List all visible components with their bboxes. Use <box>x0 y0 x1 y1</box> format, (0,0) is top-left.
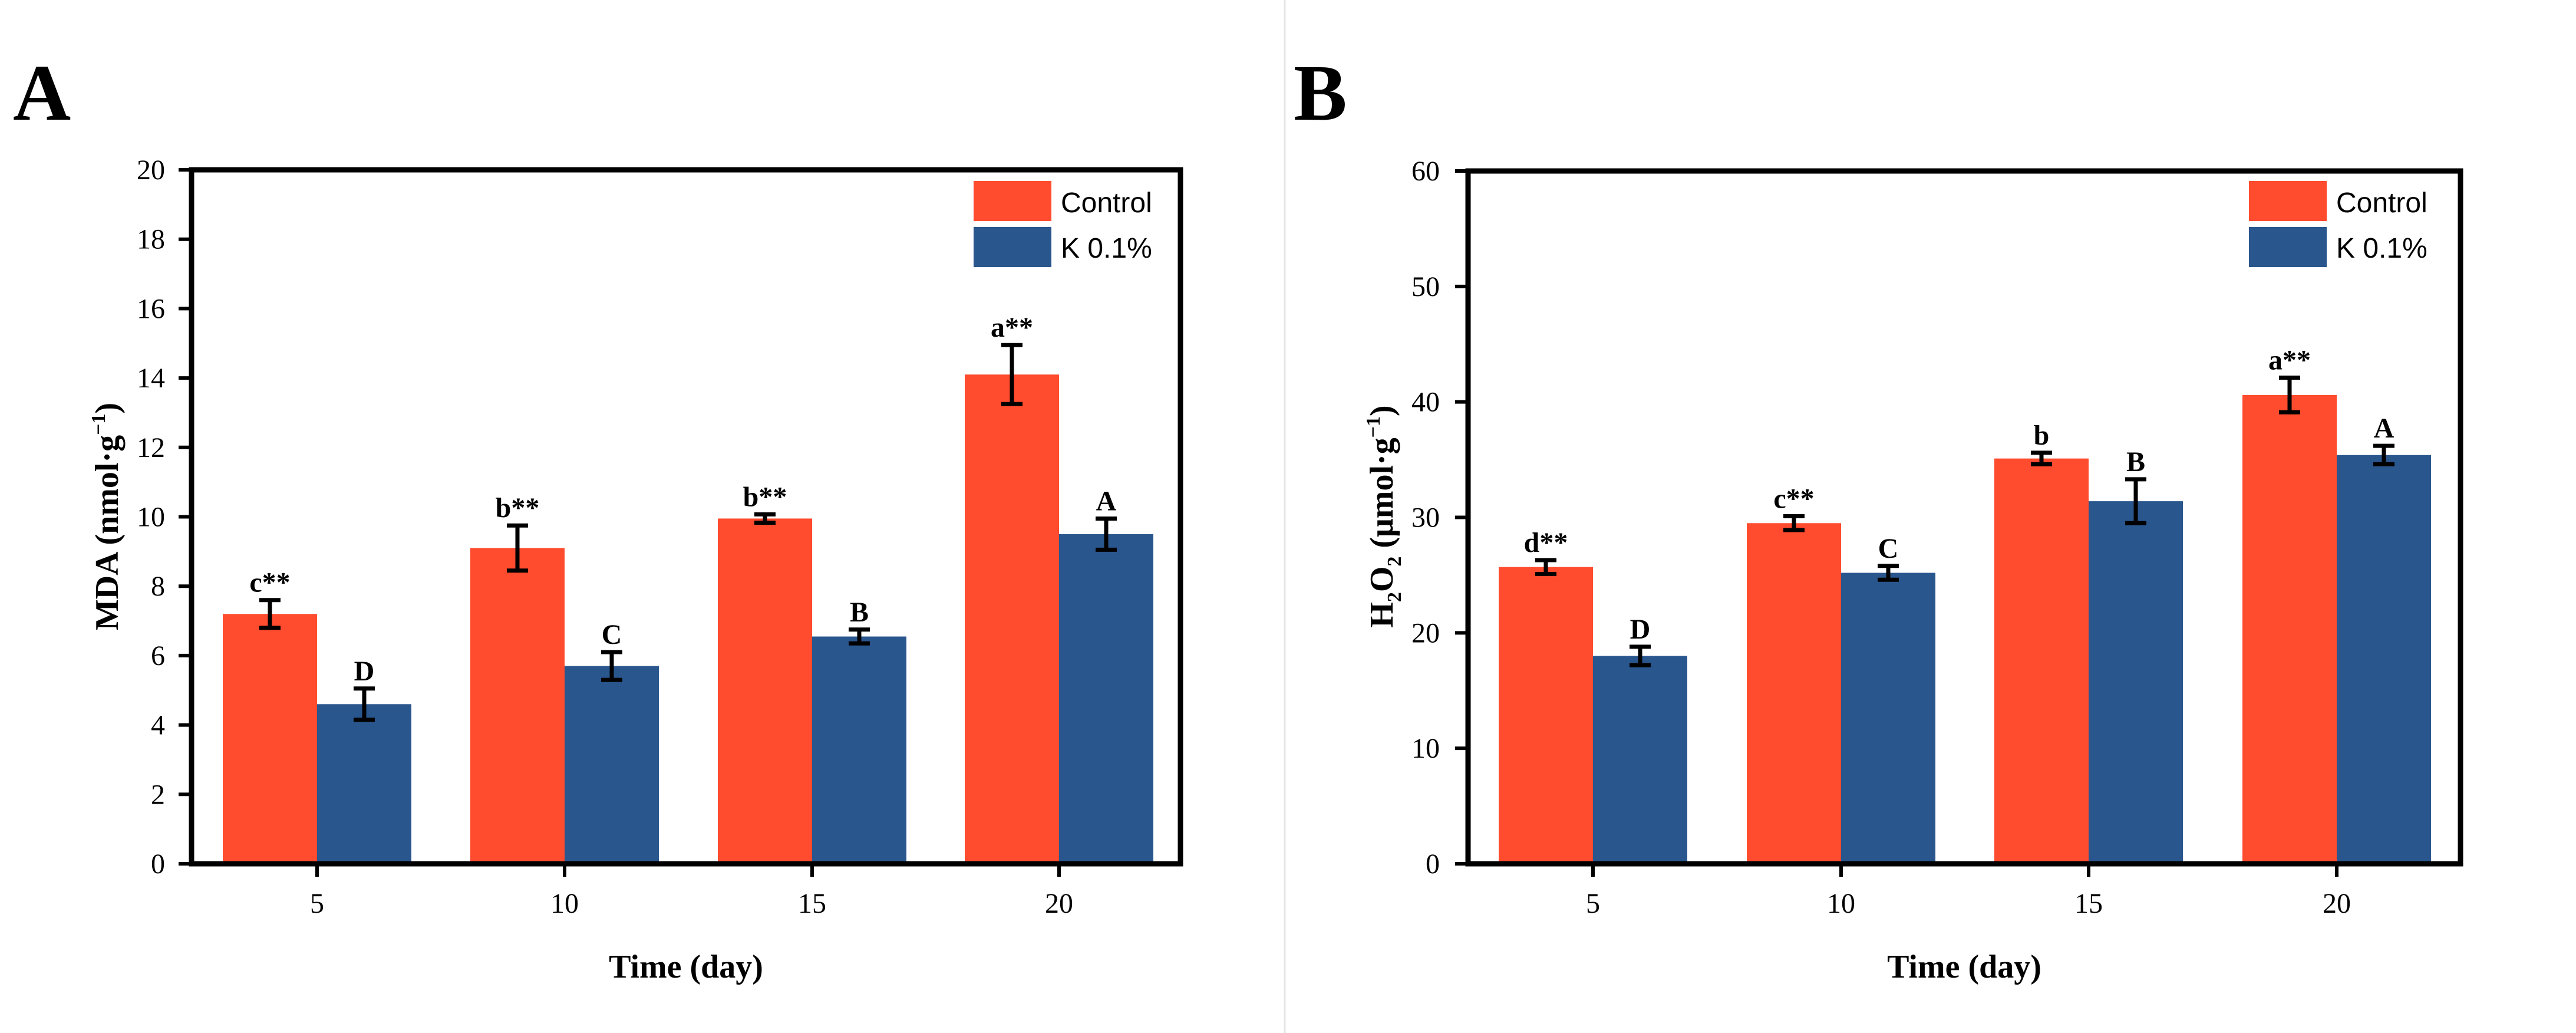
panel-a-x-ticks: 5 10 15 20 <box>310 864 1073 919</box>
panel-a-sig-label-control: b** <box>496 492 540 524</box>
panel-b-sig-label-control: b <box>2034 420 2050 451</box>
panel-b-letter: B <box>1294 49 1347 137</box>
panel-b-legend-label-control: Control <box>2336 187 2427 219</box>
panel-b-sig-label-control: d** <box>1524 527 1568 558</box>
panel-a-y-tick-label: 10 <box>137 502 165 533</box>
panel-a-sig-label-control: c** <box>249 567 290 598</box>
panel-a-y-title-main: MDA (nmol·g <box>89 435 126 630</box>
panel-a-bar-control <box>965 374 1059 864</box>
panel-b-y-tick-label: 40 <box>1411 387 1440 418</box>
panel-b-error-bars <box>1535 376 2394 667</box>
panel-a-x-tick-label: 15 <box>798 888 826 919</box>
panel-b-x-ticks: 5 10 15 20 <box>1586 864 2351 919</box>
panel-a-bar-k <box>565 666 659 864</box>
panel-a-y-tick-label: 4 <box>151 710 165 741</box>
panel-b-bar-control <box>1994 458 2089 864</box>
panel-a-y-tick-label: 8 <box>151 571 165 602</box>
panel-a-y-tick-label: 12 <box>137 432 165 463</box>
panel-a-x-tick-label: 20 <box>1045 888 1073 919</box>
panel-b-bar-control <box>1499 567 1593 864</box>
panel-a-legend: Control K 0.1% <box>974 181 1152 267</box>
panel-b-x-axis-title: Time (day) <box>1887 949 2041 985</box>
panel-b-x-tick-label: 15 <box>2074 888 2103 919</box>
panel-a-legend-swatch-k <box>974 227 1051 267</box>
panel-b-y-title-sub2: 2 <box>1384 557 1406 567</box>
panel-a-x-tick-label: 5 <box>310 888 324 919</box>
panel-b-y-title-end: ) <box>1364 405 1400 416</box>
panel-a-x-axis-title: Time (day) <box>609 949 763 985</box>
panel-b-y-title-unit: (μmol·g <box>1364 437 1400 556</box>
panel-a-y-tick-label: 20 <box>137 154 165 186</box>
panel-b-legend-swatch-k <box>2249 227 2327 267</box>
panel-b-bar-k <box>2337 455 2431 864</box>
panel-b-sig-label-k: A <box>2374 413 2394 444</box>
panel-b-sig-label-control: c** <box>1773 483 1814 515</box>
panel-a-bar-control <box>223 614 317 864</box>
panel-a-plot-frame <box>189 167 1183 867</box>
panel-b-sig-label-k: C <box>1878 533 1899 564</box>
panel-a-letter: A <box>13 49 71 137</box>
panel-b-legend-label-k: K 0.1% <box>2336 233 2427 264</box>
panel-a-y-tick-label: 2 <box>151 779 165 810</box>
panel-b-legend-swatch-control <box>2249 181 2327 221</box>
panel-a-sig-label-k: C <box>602 619 622 650</box>
panel-a-y-tick-label: 18 <box>137 224 165 255</box>
panel-a-y-tick-label: 14 <box>137 363 165 394</box>
panel-a-sig-label-k: D <box>354 656 375 687</box>
panel-b-y-tick-label: 50 <box>1411 271 1440 302</box>
panel-a-bar-k <box>317 704 411 864</box>
panel-a-x-tick-label: 10 <box>550 888 579 919</box>
panel-a-significance-labels: c** b** b** a** D C B A <box>249 312 1116 687</box>
panel-a-legend-swatch-control <box>974 181 1051 221</box>
panel-a-sig-label-control: b** <box>743 481 787 512</box>
panel-b-sig-label-control: a** <box>2268 345 2311 376</box>
panel-b-x-tick-label: 5 <box>1586 888 1600 919</box>
panel-b-y-tick-label: 60 <box>1411 156 1440 187</box>
panel-a-y-title-sup: −1 <box>88 413 110 435</box>
panel-b-x-tick-label: 20 <box>2323 888 2351 919</box>
panel-a-bar-k <box>812 636 906 864</box>
panel-a-y-title-end: ) <box>89 403 126 414</box>
panel-b-bar-k <box>2089 501 2183 864</box>
panel-a-sig-label-control: a** <box>991 312 1033 343</box>
panel-b: B d** c** b a** D C B A 0 10 20 30 40 50 60 5 10 15 20 T… <box>1294 49 2463 985</box>
panel-b-y-tick-label: 30 <box>1411 502 1440 534</box>
panel-b-y-tick-label: 10 <box>1411 733 1440 764</box>
panel-b-x-tick-label: 10 <box>1827 888 1855 919</box>
panel-a-sig-label-k: A <box>1096 485 1117 516</box>
panel-a-y-ticks: 0 2 4 6 8 10 12 14 16 18 20 <box>137 154 192 880</box>
panel-a-bar-control <box>718 518 812 864</box>
panel-b-y-title-h: H <box>1364 602 1400 628</box>
panel-a-bar-control <box>470 548 565 864</box>
panel-a-error-bars <box>259 343 1117 722</box>
panel-b-significance-labels: d** c** b a** D C B A <box>1524 345 2394 645</box>
panel-b-plot-frame <box>1465 168 2463 867</box>
panel-b-sig-label-k: B <box>2126 446 2145 478</box>
panel-a-y-tick-label: 6 <box>151 640 165 672</box>
panel-b-bars <box>1499 394 2431 864</box>
panel-b-y-title-o: O <box>1364 567 1400 593</box>
panel-a-y-tick-label: 16 <box>137 293 165 324</box>
panel-b-bar-k <box>1593 656 1687 864</box>
panel-b-y-tick-label: 20 <box>1411 617 1440 649</box>
panel-a-y-axis-title: MDA (nmol·g−1) <box>88 403 126 630</box>
panel-b-y-title-sub1: 2 <box>1384 592 1406 602</box>
panel-b-bar-control <box>1747 523 1841 864</box>
panel-b-y-tick-label: 0 <box>1426 848 1440 880</box>
panel-b-y-title-sup: −1 <box>1363 416 1384 437</box>
panel-a-bar-k <box>1059 534 1153 864</box>
panel-b-y-ticks: 0 10 20 30 40 50 60 <box>1411 156 1468 880</box>
panel-a-legend-label-k: K 0.1% <box>1061 233 1152 264</box>
panel-b-y-axis-title: H2O2 (μmol·g−1) <box>1363 405 1406 627</box>
panel-b-legend: Control K 0.1% <box>2249 181 2427 267</box>
panel-a: A c** b** b** a** D C B A 0 2 4 6 8 10 12 14 16 18 20 5 10… <box>13 49 1183 985</box>
panel-a-y-tick-label: 0 <box>151 848 165 880</box>
panel-a-legend-label-control: Control <box>1061 187 1152 219</box>
panel-a-bars <box>223 374 1153 864</box>
panel-a-sig-label-k: B <box>850 597 869 628</box>
panel-b-bar-k <box>1841 573 1935 864</box>
panel-b-bar-control <box>2242 394 2337 864</box>
panel-b-sig-label-k: D <box>1630 614 1651 645</box>
